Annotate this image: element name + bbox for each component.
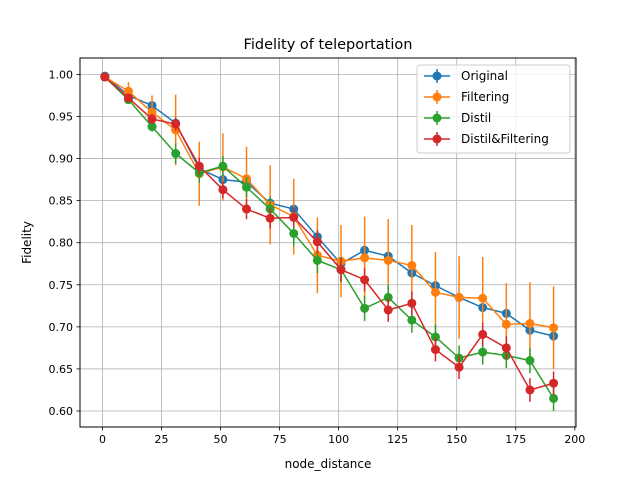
data-point: [147, 114, 157, 124]
x-tick-label: 150: [446, 433, 467, 446]
data-point: [100, 72, 110, 82]
data-point: [454, 292, 464, 302]
data-point: [525, 385, 535, 395]
data-point: [549, 378, 559, 388]
data-point: [430, 287, 440, 297]
x-tick-label: 75: [273, 433, 287, 446]
x-tick-label: 50: [214, 433, 228, 446]
data-point: [478, 293, 488, 303]
x-tick-label: 175: [505, 433, 526, 446]
data-point: [478, 329, 488, 339]
data-point: [407, 260, 417, 270]
data-point: [312, 237, 322, 247]
data-point: [171, 149, 181, 159]
legend-label: Distil&Filtering: [461, 132, 549, 146]
data-point: [242, 182, 252, 192]
y-tick-label: 0.90: [49, 153, 74, 166]
y-tick-label: 0.60: [49, 405, 74, 418]
x-tick-label: 200: [564, 433, 585, 446]
data-point: [383, 292, 393, 302]
x-tick-label: 125: [387, 433, 408, 446]
y-tick-label: 0.80: [49, 237, 74, 250]
data-point: [360, 303, 370, 313]
data-point: [430, 345, 440, 355]
y-tick-label: 0.95: [49, 110, 74, 123]
legend-marker: [432, 71, 442, 81]
data-point: [478, 347, 488, 357]
y-tick-label: 0.65: [49, 363, 74, 376]
data-point: [360, 275, 370, 285]
legend-box: [416, 64, 571, 154]
data-point: [312, 255, 322, 265]
y-axis-label: Fidelity: [20, 221, 34, 264]
data-point: [525, 318, 535, 328]
legend-label: Original: [461, 69, 508, 83]
legend-label: Filtering: [461, 90, 509, 104]
data-point: [360, 253, 370, 263]
data-point: [407, 315, 417, 325]
series-4: [100, 72, 559, 402]
data-point: [454, 362, 464, 372]
data-point: [525, 356, 535, 366]
chart-title: Fidelity of teleportation: [244, 37, 413, 53]
legend-label: Distil: [461, 111, 491, 125]
data-point: [123, 86, 133, 96]
x-axis-label: node_distance: [285, 457, 372, 471]
data-point: [549, 323, 559, 333]
data-point: [147, 107, 157, 117]
data-point: [289, 212, 299, 222]
data-point: [549, 393, 559, 403]
x-tick-label: 25: [154, 433, 168, 446]
x-tick-label: 0: [99, 433, 106, 446]
data-point: [242, 204, 252, 214]
data-point: [430, 332, 440, 342]
y-tick-label: 0.70: [49, 321, 74, 334]
data-point: [501, 343, 511, 353]
data-point: [383, 305, 393, 315]
axis-ticks: 0 25 50 75 100 125 150 175 200 0.60 0.65 0.70 0.75 0.…: [49, 68, 586, 446]
legend-marker: [432, 134, 442, 144]
data-point: [265, 213, 275, 223]
data-point: [171, 119, 181, 129]
data-point: [336, 265, 346, 275]
data-point: [218, 161, 228, 171]
legend-marker: [432, 113, 442, 123]
legend-marker: [432, 92, 442, 102]
data-point: [383, 255, 393, 265]
data-point: [407, 298, 417, 308]
data-point: [218, 185, 228, 195]
y-tick-label: 0.85: [49, 195, 74, 208]
y-tick-label: 0.75: [49, 279, 74, 292]
data-point: [147, 122, 157, 132]
data-point: [289, 228, 299, 238]
legend: Original Filtering Distil Distil&Filtering: [416, 64, 571, 154]
plot-series: [100, 71, 559, 412]
data-point: [501, 319, 511, 329]
data-point: [123, 93, 133, 103]
series-line: [104, 76, 554, 391]
data-point: [194, 161, 204, 171]
x-tick-label: 100: [328, 433, 349, 446]
y-tick-label: 1.00: [49, 68, 74, 81]
